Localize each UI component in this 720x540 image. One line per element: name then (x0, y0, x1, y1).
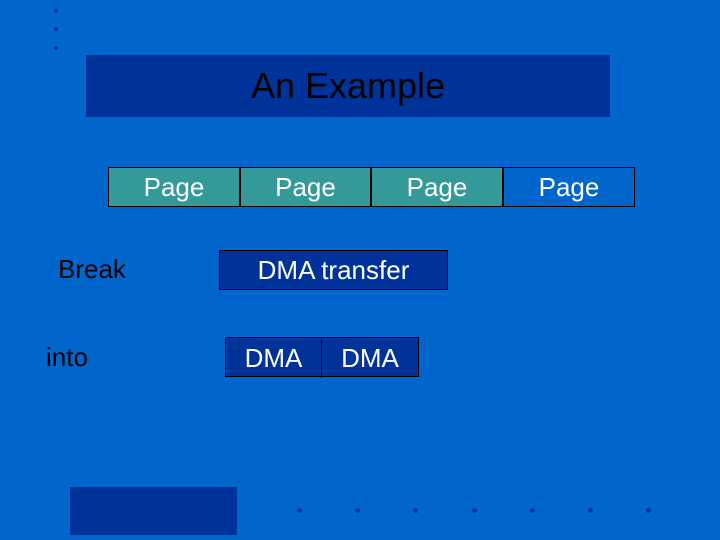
side-label-1: into (46, 342, 88, 373)
footer-bar (70, 487, 237, 535)
slide: An Example Page Page Page Page Break into DM… (0, 0, 720, 540)
dma-cell-0: DMA (226, 338, 322, 378)
page-box-2: Page (371, 167, 503, 207)
dma-transfer-box: DMA transfer (219, 250, 448, 290)
dma-cell-label: DMA (341, 343, 399, 374)
bullet-bottom-0 (297, 508, 302, 513)
page-box-label: Page (407, 172, 468, 203)
side-label-0: Break (58, 254, 126, 285)
bullet-top-0 (54, 9, 58, 13)
bullet-bottom-4 (530, 508, 535, 513)
page-box-label: Page (144, 172, 205, 203)
page-box-label: Page (539, 172, 600, 203)
page-box-1: Page (240, 167, 371, 207)
bullet-top-1 (54, 27, 58, 31)
title-text: An Example (251, 65, 445, 107)
bullet-bottom-2 (413, 508, 418, 513)
bullet-bottom-1 (355, 508, 360, 513)
dma-cell-label: DMA (245, 343, 303, 374)
page-box-3: Page (503, 167, 635, 207)
bullet-bottom-5 (588, 508, 593, 513)
page-box-0: Page (108, 167, 240, 207)
page-box-label: Page (275, 172, 336, 203)
dma-cell-1: DMA (322, 338, 418, 378)
bullet-bottom-3 (472, 508, 477, 513)
dma-pair: DMA DMA (225, 337, 419, 377)
title-bar: An Example (86, 55, 610, 117)
dma-transfer-label: DMA transfer (258, 255, 410, 286)
bullet-top-2 (54, 46, 58, 50)
bullet-bottom-6 (646, 508, 651, 513)
